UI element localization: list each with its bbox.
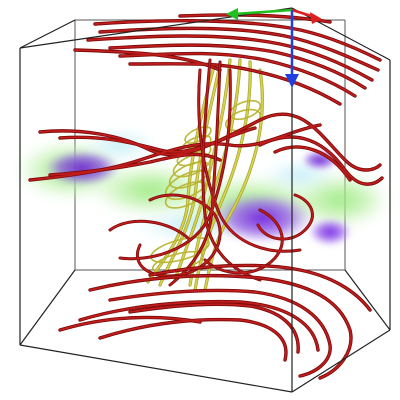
- y-axis-green: [226, 8, 293, 20]
- orientation-axes: [226, 8, 322, 88]
- red-streamlines-bottom: [58, 263, 372, 380]
- z-axis-blue: [285, 10, 299, 88]
- red-streamlines-top: [73, 13, 382, 106]
- yellow-streamlines: [146, 58, 264, 292]
- x-axis-red: [291, 8, 322, 24]
- red-streamlines-middle: [28, 112, 384, 186]
